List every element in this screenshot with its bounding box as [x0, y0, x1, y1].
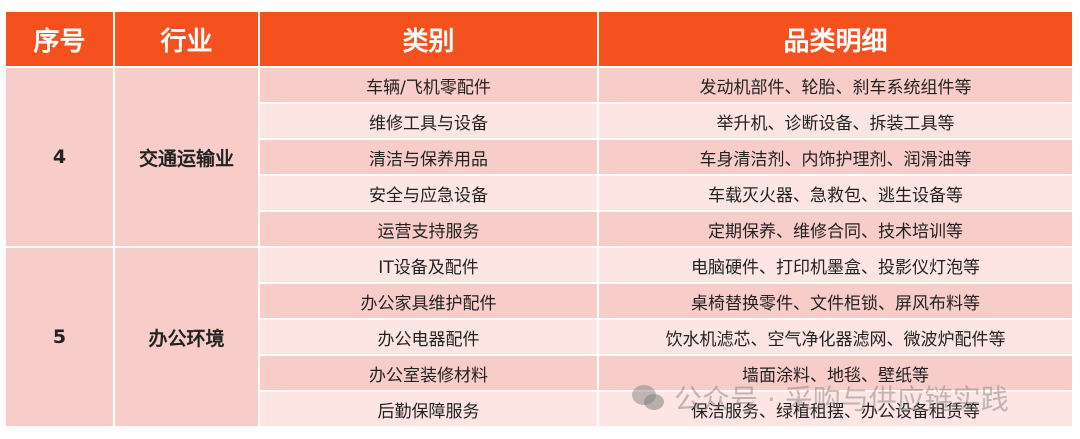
- cell-details: 车身清洁剂、内饰护理剂、润滑油等: [597, 138, 1074, 176]
- table-row: 办公家具维护配件 桌椅替换零件、文件柜锁、屏风布料等: [5, 282, 1074, 320]
- table-row: 后勤保障服务 保洁服务、绿植租摆、办公设备租赁等: [5, 390, 1074, 428]
- cell-category: 维修工具与设备: [258, 102, 599, 140]
- category-table: 序号 行业 类别 品类明细 4 交通运输业 车辆/飞机零配件 发动机部件、轮胎、刹车系…: [4, 10, 1074, 428]
- table-row: 5 办公环境 IT设备及配件 电脑硬件、打印机墨盒、投影仪灯泡等: [4, 246, 1074, 428]
- header-no: 序号: [4, 10, 115, 68]
- table-row: 办公电器配件 饮水机滤芯、空气净化器滤网、微波炉配件等: [5, 318, 1074, 356]
- header-details: 品类明细: [597, 10, 1074, 68]
- table-row: 运营支持服务 定期保养、维修合同、技术培训等: [5, 210, 1074, 248]
- cell-category: 办公室装修材料: [258, 354, 599, 392]
- cell-industry: 办公环境: [113, 246, 260, 428]
- cell-category: 运营支持服务: [258, 210, 599, 248]
- cell-details: 保洁服务、绿植租摆、办公设备租赁等: [597, 390, 1074, 428]
- cell-category: IT设备及配件: [258, 246, 599, 284]
- table-row: 维修工具与设备 举升机、诊断设备、拆装工具等: [5, 102, 1074, 140]
- cell-details: 发动机部件、轮胎、刹车系统组件等: [597, 66, 1074, 104]
- table-row: 安全与应急设备 车载灭火器、急救包、逃生设备等: [5, 174, 1074, 212]
- cell-industry: 交通运输业: [113, 66, 260, 248]
- table-row: 办公室装修材料 墙面涂料、地毯、壁纸等: [5, 354, 1074, 392]
- cell-details: 车载灭火器、急救包、逃生设备等: [597, 174, 1074, 212]
- cell-details: 桌椅替换零件、文件柜锁、屏风布料等: [597, 282, 1074, 320]
- table-row: 4 交通运输业 车辆/飞机零配件 发动机部件、轮胎、刹车系统组件等: [4, 66, 1074, 248]
- cell-category: 清洁与保养用品: [258, 138, 599, 176]
- cell-category: 办公电器配件: [258, 318, 599, 356]
- cell-details: 电脑硬件、打印机墨盒、投影仪灯泡等: [597, 246, 1074, 284]
- cell-no: 5: [4, 246, 115, 428]
- cell-category: 车辆/飞机零配件: [258, 66, 599, 104]
- cell-category: 安全与应急设备: [258, 174, 599, 212]
- table-row: 清洁与保养用品 车身清洁剂、内饰护理剂、润滑油等: [5, 138, 1074, 176]
- cell-no: 4: [4, 66, 115, 248]
- header-category: 类别: [258, 10, 599, 68]
- header-row: 序号 行业 类别 品类明细: [4, 10, 1074, 68]
- cell-details: 定期保养、维修合同、技术培训等: [597, 210, 1074, 248]
- cell-category: 办公家具维护配件: [258, 282, 599, 320]
- header-industry: 行业: [113, 10, 260, 68]
- cell-category: 后勤保障服务: [258, 390, 599, 428]
- cell-details: 墙面涂料、地毯、壁纸等: [597, 354, 1074, 392]
- cell-details: 举升机、诊断设备、拆装工具等: [597, 102, 1074, 140]
- cell-details: 饮水机滤芯、空气净化器滤网、微波炉配件等: [597, 318, 1074, 356]
